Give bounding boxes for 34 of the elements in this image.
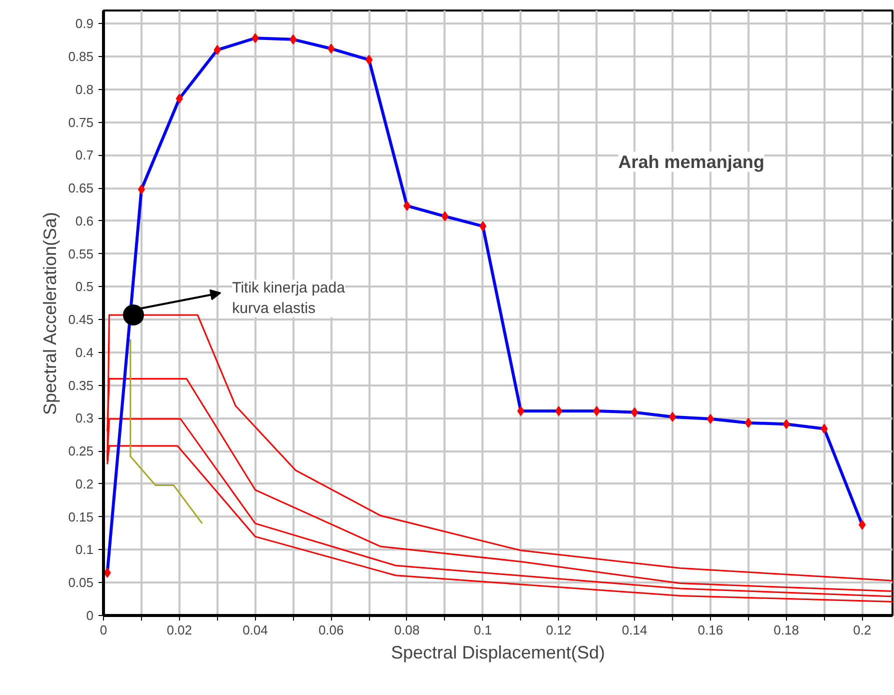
y-axis-title: Spectral Acceleration(Sa) [40,212,60,416]
x-tick-label: 0 [100,622,108,638]
x-tick-label: 0.18 [774,622,799,638]
x-tick-label: 0.14 [622,622,648,638]
x-tick-label: 0.1 [474,622,492,638]
annotation: Arah memanjang [618,152,764,172]
y-tick-label: 0.15 [68,509,94,524]
y-tick-label: 0.55 [68,246,94,262]
x-axis-title: Spectral Displacement(Sd) [390,642,606,662]
y-tick-label: 0.2 [75,476,94,492]
x-tick-label: 0.08 [394,622,420,638]
y-tick-label: 0.9 [75,16,94,32]
x-tick-label: 0.02 [166,622,192,638]
y-tick-label: 0.4 [75,344,94,360]
y-tick-label: 0.85 [68,49,94,64]
y-tick-label: 0.8 [75,82,94,97]
x-tick-label: 0.12 [546,622,572,638]
y-tick-label: 0.5 [75,279,94,294]
y-tick-label: 0.75 [68,114,94,130]
y-tick-label: 0.3 [75,410,94,426]
x-tick-label: 0.16 [698,622,724,638]
x-tick-label: 0.04 [242,622,268,638]
y-tick-label: 0.7 [75,148,94,163]
y-tick-label: 0.35 [68,378,94,393]
y-tick-label: 0.1 [75,542,94,558]
y-tick-label: 0 [86,608,94,623]
annotation: Titik kinerja pada kurva elastis [232,280,346,318]
y-tick-label: 0.25 [68,444,94,459]
y-tick-label: 0.45 [68,312,94,328]
y-tick-label: 0.65 [68,180,94,196]
x-tick-label: 0.2 [853,622,872,638]
x-tick-label: 0.06 [318,622,344,638]
y-tick-label: 0.6 [75,213,94,228]
y-tick-label: 0.05 [68,575,94,590]
